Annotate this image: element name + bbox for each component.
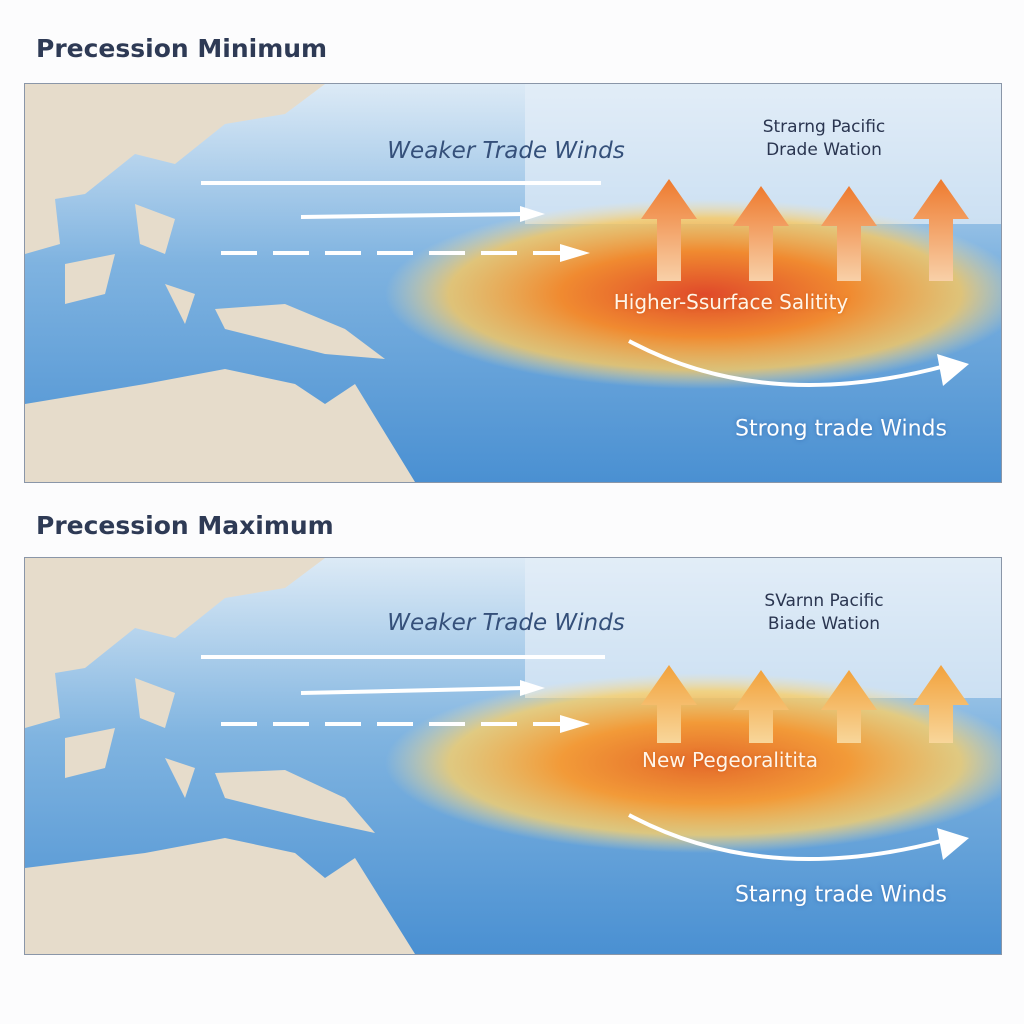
strong-wind-curve-arrow — [628, 813, 946, 861]
pacific-label-line1: Strarng Pacific — [762, 117, 886, 137]
ocean-map — [25, 84, 1001, 482]
pacific-label-line2: Drade Wation — [766, 140, 882, 160]
trade-wind-arrows — [201, 181, 601, 262]
pacific-label-line1: SVarnn Pacific — [764, 591, 884, 611]
asia-landmass — [25, 84, 325, 204]
pacific-label: Strarng Pacific Drade Wation — [763, 116, 886, 162]
panel-precession-maximum: Weaker Trade Winds SVarnn Pacific Biade W… — [24, 557, 1002, 955]
pacific-label: SVarnn Pacific Biade Wation — [764, 590, 883, 636]
new-guinea — [215, 304, 385, 359]
ocean-map — [25, 558, 1001, 954]
center-label: New Pegeoralitita — [642, 748, 818, 772]
panel-title-minimum: Precession Minimum — [36, 34, 328, 63]
upwelling-arrows — [641, 179, 969, 281]
asia-landmass — [25, 558, 325, 678]
panel-title-maximum: Precession Maximum — [36, 511, 334, 540]
strong-trade-winds-label: Strong trade Winds — [735, 416, 947, 442]
australia — [25, 838, 415, 954]
strong-trade-winds-label: Starng trade Winds — [734, 882, 948, 908]
panel-precession-minimum: Weaker Trade Winds Strarng Pacific Drade … — [24, 83, 1002, 483]
new-guinea — [215, 770, 375, 833]
trade-wind-arrows — [201, 655, 605, 733]
strong-wind-curve-arrow — [628, 339, 946, 387]
australia — [25, 369, 415, 482]
weaker-trade-winds-label: Weaker Trade Winds — [387, 610, 625, 636]
pacific-label-line2: Biade Wation — [767, 614, 881, 634]
upwelling-arrows — [641, 665, 969, 743]
weaker-trade-winds-label: Weaker Trade Winds — [387, 138, 625, 164]
center-label: Higher-Ssurface Salitity — [613, 290, 849, 314]
